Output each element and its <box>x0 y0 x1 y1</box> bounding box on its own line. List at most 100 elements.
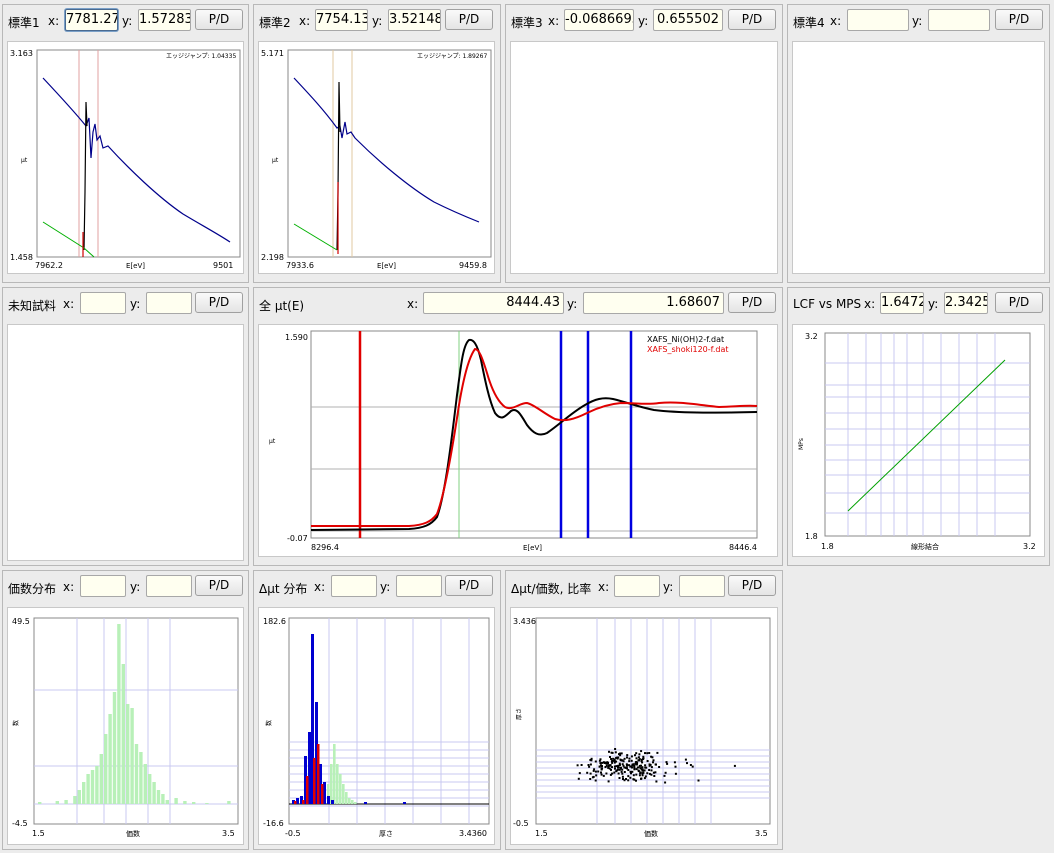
scatter-point <box>615 765 618 768</box>
scatter-point <box>663 774 666 777</box>
scatter-point <box>595 774 598 777</box>
x-field[interactable]: 1.6472 <box>880 292 924 314</box>
x-label: x: <box>299 14 311 28</box>
scatter-point <box>617 756 620 759</box>
scatter-point <box>674 772 677 775</box>
panel-title: 全 μt(E) <box>259 299 305 313</box>
scatter-point <box>594 779 597 782</box>
pd-button[interactable]: P/D <box>195 575 243 596</box>
pd-button[interactable]: P/D <box>728 575 776 596</box>
panel-title: 価数分布 <box>8 582 57 596</box>
histogram-bar <box>364 802 367 804</box>
y-field[interactable] <box>679 575 725 597</box>
x-field[interactable]: -0.0686695 <box>564 9 634 31</box>
y-field[interactable]: 2.3425 <box>944 292 988 314</box>
x-label: x: <box>864 297 876 311</box>
x-field[interactable]: 7781.27 <box>65 9 118 31</box>
scatter-point <box>642 757 645 760</box>
x-field[interactable] <box>80 575 126 597</box>
y-field[interactable] <box>928 9 990 31</box>
scatter-point <box>646 760 649 762</box>
valence-histogram-plot[interactable]: 49.5 -4.5 1.5 3.5 価数 数 <box>7 607 244 845</box>
y-field[interactable]: 1.68607 <box>583 292 724 314</box>
pd-button[interactable]: P/D <box>445 9 493 30</box>
scatter-point <box>593 768 596 771</box>
scatter-point <box>610 758 613 760</box>
scatter-point <box>627 769 630 771</box>
scatter-point <box>638 753 641 756</box>
scatter-point <box>640 764 642 767</box>
scatter-point <box>620 752 623 755</box>
y-field[interactable]: 1.57283 <box>138 9 191 31</box>
scatter-point <box>601 767 603 770</box>
pd-button[interactable]: P/D <box>728 292 776 313</box>
scatter-point <box>697 779 700 782</box>
total-spectrum-plot[interactable]: 1.590 -0.07 8296.4 8446.4 E[eV] μt XAFS_… <box>258 324 778 557</box>
scatter-point <box>615 769 618 772</box>
grid-vertical <box>847 333 996 536</box>
scatter-point <box>600 771 602 774</box>
scatter-point <box>610 751 613 754</box>
scatter-point <box>641 766 644 769</box>
lcf-plot[interactable]: 3.2 1.8 1.8 3.2 線形結合 MPs <box>792 324 1045 557</box>
scatter-point <box>613 771 616 774</box>
scatter-point <box>601 761 603 764</box>
dmu-histogram-plot[interactable]: 182.6 -16.6 -0.5 3.4360 厚さ 数 <box>258 607 495 845</box>
scatter-point <box>627 775 630 778</box>
scatter-point <box>635 757 638 760</box>
scatter-point <box>733 764 736 767</box>
scatter-point <box>652 771 655 774</box>
x-field[interactable]: 8444.43 <box>423 292 564 314</box>
x-field[interactable] <box>331 575 377 597</box>
scatter-point <box>674 765 677 768</box>
scatter-point <box>640 777 642 780</box>
pd-button[interactable]: P/D <box>195 292 243 313</box>
y-min-label: 2.198 <box>261 253 284 262</box>
empty-plot[interactable] <box>510 41 778 274</box>
histogram-bar <box>313 758 316 804</box>
y-field[interactable]: 3.52148 <box>388 9 441 31</box>
x-field[interactable] <box>80 292 126 314</box>
scatter-point <box>617 766 619 769</box>
histogram-bar <box>333 744 336 804</box>
histogram-bar <box>82 782 86 804</box>
scatter-point <box>622 764 625 767</box>
scatter-point <box>640 758 643 761</box>
empty-plot[interactable] <box>7 324 244 561</box>
scatter-point <box>599 762 602 765</box>
scatter-point <box>634 762 637 765</box>
pd-button[interactable]: P/D <box>995 292 1043 313</box>
scatter-point <box>652 761 654 764</box>
y-field[interactable] <box>146 292 192 314</box>
scatter-point <box>611 759 614 762</box>
x-field[interactable] <box>847 9 909 31</box>
x-max-label: 3.5 <box>755 829 768 838</box>
y-field[interactable] <box>396 575 442 597</box>
y-field[interactable]: 0.655502 <box>653 9 723 31</box>
scatter-point <box>602 774 605 777</box>
spectrum-plot[interactable]: 3.163 1.458 7962.2 9501 E[eV] μt エッジジャンプ… <box>7 41 244 274</box>
spectrum-plot[interactable]: 5.171 2.198 7933.6 9459.8 E[eV] μt エッジジャ… <box>258 41 495 274</box>
y-label: y: <box>130 297 141 311</box>
scatter-point <box>627 779 630 782</box>
pd-button[interactable]: P/D <box>995 9 1043 30</box>
y-min-label: -16.6 <box>263 819 284 828</box>
scatter-point <box>638 758 641 761</box>
x-field[interactable] <box>614 575 660 597</box>
histogram-bar <box>183 801 187 804</box>
pd-button[interactable]: P/D <box>445 575 493 596</box>
empty-plot[interactable] <box>792 41 1045 274</box>
pd-button[interactable]: P/D <box>728 9 776 30</box>
pd-button[interactable]: P/D <box>195 9 243 30</box>
panel-header: 標準1 x: 7781.27 y: 1.57283 P/D <box>3 5 248 35</box>
ratio-scatter-plot[interactable]: 3.436 -0.5 1.5 3.5 価数 厚さ <box>510 607 778 845</box>
y-field[interactable] <box>146 575 192 597</box>
panel-title: 標準2 <box>259 16 291 30</box>
scatter-point <box>633 768 636 771</box>
valence-histogram-chart: 49.5 -4.5 1.5 3.5 価数 数 <box>12 617 239 838</box>
x-min-label: 1.5 <box>32 829 45 838</box>
scatter-point <box>594 770 597 773</box>
x-field[interactable]: 7754.13 <box>315 9 368 31</box>
scatter-point <box>629 765 632 768</box>
scatter-point <box>653 775 656 777</box>
